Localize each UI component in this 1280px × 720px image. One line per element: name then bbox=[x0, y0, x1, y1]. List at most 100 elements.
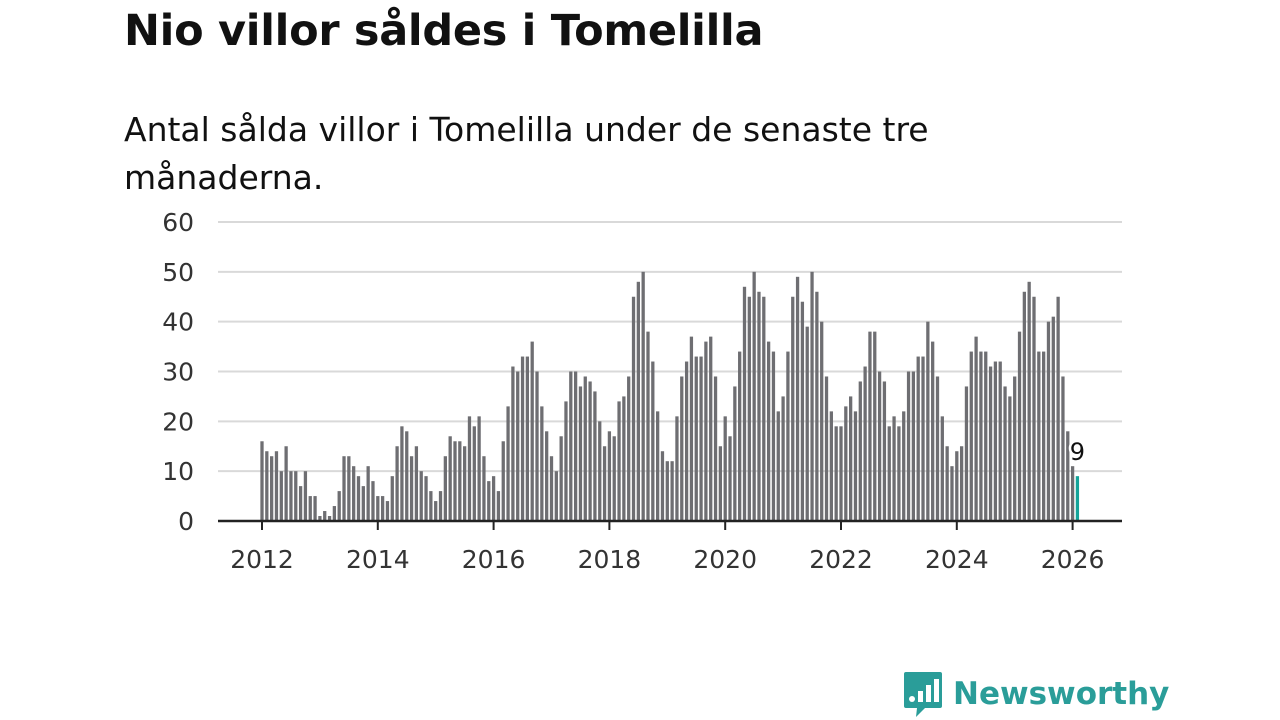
bar-highlight bbox=[1075, 476, 1080, 521]
bar bbox=[516, 371, 520, 521]
bar bbox=[545, 431, 549, 521]
bar bbox=[762, 296, 766, 521]
bar bbox=[849, 396, 853, 521]
bar bbox=[617, 401, 621, 521]
bar bbox=[400, 426, 404, 521]
chart-subtitle: Antal sålda villor i Tomelilla under de … bbox=[124, 110, 929, 197]
x-tick-label: 2026 bbox=[1041, 545, 1105, 574]
y-tick-label: 30 bbox=[162, 358, 194, 387]
bar bbox=[318, 516, 322, 521]
bar bbox=[342, 456, 346, 521]
bar bbox=[839, 426, 843, 521]
brand-name: Newsworthy bbox=[953, 676, 1170, 712]
bar bbox=[511, 366, 515, 521]
bar bbox=[911, 371, 916, 521]
bar bbox=[873, 331, 877, 521]
bar bbox=[598, 421, 602, 521]
bar bbox=[380, 496, 385, 521]
x-tick-label: 2024 bbox=[925, 545, 989, 574]
bar bbox=[477, 416, 481, 521]
x-tick-label: 2016 bbox=[462, 545, 526, 574]
bar bbox=[506, 406, 510, 521]
bar bbox=[781, 396, 785, 521]
bar bbox=[303, 471, 308, 521]
bar bbox=[651, 361, 655, 521]
bar bbox=[356, 476, 361, 521]
labels: 0 10 20 30 40 50 60 2012 2014 2016 2018 2020 2022 202… bbox=[162, 208, 1104, 574]
bar bbox=[641, 271, 645, 521]
bar bbox=[578, 386, 583, 521]
bar bbox=[588, 381, 592, 521]
bar bbox=[921, 356, 925, 521]
bar bbox=[482, 456, 486, 521]
bar bbox=[733, 386, 737, 521]
bar bbox=[313, 496, 317, 521]
bar bbox=[265, 451, 269, 521]
bar bbox=[323, 511, 327, 521]
bar bbox=[443, 456, 447, 521]
y-tick-label: 40 bbox=[162, 308, 194, 337]
bar bbox=[882, 381, 887, 521]
bar bbox=[940, 416, 944, 521]
bar bbox=[554, 471, 558, 521]
bar bbox=[438, 491, 443, 521]
bar bbox=[786, 351, 790, 521]
bar bbox=[950, 466, 954, 521]
bar bbox=[646, 331, 650, 521]
bar bbox=[622, 396, 626, 521]
bar bbox=[906, 371, 911, 521]
bar bbox=[284, 446, 288, 521]
bar bbox=[926, 321, 930, 521]
bar bbox=[337, 491, 341, 521]
bar bbox=[366, 466, 370, 521]
bar bbox=[602, 446, 607, 521]
bar bbox=[853, 411, 858, 521]
bar bbox=[612, 436, 616, 521]
bar bbox=[419, 471, 423, 521]
bar bbox=[1046, 321, 1051, 521]
bar bbox=[829, 411, 833, 521]
bar bbox=[916, 356, 920, 521]
bar bbox=[998, 361, 1002, 521]
newsworthy-logo: Newsworthy bbox=[903, 670, 1169, 718]
chart-title: Nio villor såldes i Tomelilla bbox=[124, 6, 764, 56]
bar bbox=[964, 386, 969, 521]
x-tick-label: 2020 bbox=[693, 545, 757, 574]
bar bbox=[776, 411, 780, 521]
bar bbox=[414, 446, 419, 521]
bar bbox=[1008, 396, 1012, 521]
bar bbox=[752, 271, 756, 521]
bar bbox=[289, 471, 293, 521]
bar bbox=[877, 371, 882, 521]
bar bbox=[467, 416, 472, 521]
bar bbox=[540, 406, 544, 521]
bar bbox=[270, 456, 274, 521]
bar bbox=[844, 406, 848, 521]
x-tick-label: 2018 bbox=[578, 545, 642, 574]
bar bbox=[858, 381, 862, 521]
bar bbox=[274, 451, 279, 521]
bar bbox=[631, 296, 636, 521]
bar bbox=[815, 291, 819, 521]
bar bbox=[453, 441, 457, 521]
bar bbox=[1070, 466, 1075, 521]
bar bbox=[607, 431, 612, 521]
bar bbox=[795, 276, 800, 521]
bar bbox=[332, 506, 337, 521]
bar bbox=[742, 286, 747, 521]
bar bbox=[390, 476, 394, 521]
newsworthy-logo-icon bbox=[904, 672, 942, 717]
bar bbox=[665, 461, 669, 521]
bar bbox=[945, 446, 949, 521]
bar bbox=[931, 341, 935, 521]
bar bbox=[902, 411, 906, 521]
bar bbox=[800, 301, 805, 521]
bar bbox=[955, 451, 959, 521]
bar bbox=[405, 431, 409, 521]
bar bbox=[766, 341, 771, 521]
bar bbox=[1032, 296, 1036, 521]
value-annotation: 9 bbox=[1070, 438, 1085, 466]
bar bbox=[704, 341, 708, 521]
x-axis bbox=[218, 519, 1122, 530]
bar bbox=[810, 271, 814, 521]
